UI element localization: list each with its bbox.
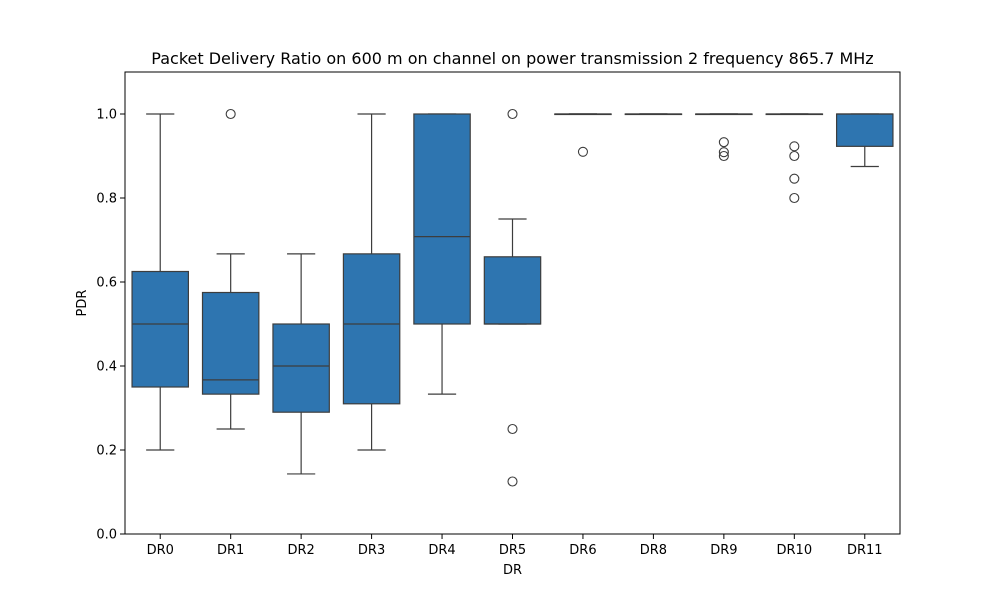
x-tick-label: DR9 bbox=[710, 543, 737, 558]
outlier-point bbox=[718, 150, 729, 162]
iqr-box bbox=[131, 270, 190, 388]
x-tick-label: DR11 bbox=[847, 543, 883, 558]
x-axis-label: DR bbox=[503, 563, 522, 578]
outlier-point bbox=[507, 476, 518, 487]
box-group-dr2 bbox=[272, 253, 330, 475]
iqr-box bbox=[835, 113, 894, 147]
outlier-point bbox=[718, 137, 729, 148]
x-tick-label: DR3 bbox=[358, 543, 385, 558]
box-group-dr8 bbox=[624, 113, 683, 116]
box-group-dr11 bbox=[835, 113, 894, 168]
x-tick-label: DR5 bbox=[499, 543, 526, 558]
x-tick-label: DR1 bbox=[217, 543, 244, 558]
box-group-dr3 bbox=[342, 113, 401, 451]
x-axis: DR0 DR1 DR2 DR3 DR4 DR5 DR6 DR8 DR9 DR10 DR11 bbox=[147, 534, 883, 558]
outlier-point bbox=[577, 146, 589, 157]
x-tick-label: DR6 bbox=[569, 543, 596, 558]
outlier-point bbox=[789, 192, 800, 204]
box-group-dr0 bbox=[131, 113, 190, 451]
x-tick-label: DR8 bbox=[640, 543, 667, 558]
outlier-point bbox=[718, 147, 729, 158]
y-tick-label: 0.6 bbox=[96, 276, 117, 291]
box-group-dr9 bbox=[695, 113, 753, 162]
x-tick-label: DR10 bbox=[777, 543, 813, 558]
box-group-dr1 bbox=[201, 108, 260, 430]
outlier-point bbox=[225, 108, 236, 120]
box-group-dr4 bbox=[413, 113, 471, 395]
plot-area-frame bbox=[124, 71, 901, 535]
x-tick-label: DR0 bbox=[147, 543, 174, 558]
outlier-point bbox=[507, 423, 518, 435]
y-axis: 0.0 0.2 0.4 0.6 0.8 1.0 bbox=[96, 108, 125, 543]
boxes-layer bbox=[131, 108, 894, 487]
x-tick-label: DR4 bbox=[428, 543, 455, 558]
iqr-box bbox=[272, 323, 330, 413]
iqr-box bbox=[483, 256, 542, 325]
iqr-box bbox=[342, 253, 401, 405]
iqr-box bbox=[201, 291, 260, 395]
outlier-point bbox=[789, 150, 800, 162]
y-tick-label: 1.0 bbox=[96, 108, 117, 123]
box-group-dr6 bbox=[554, 113, 612, 157]
outlier-point bbox=[789, 173, 800, 184]
iqr-box bbox=[413, 113, 471, 325]
y-tick-label: 0.8 bbox=[96, 192, 117, 207]
y-tick-label: 0.4 bbox=[96, 360, 117, 375]
y-tick-label: 0.2 bbox=[96, 444, 117, 459]
y-axis-label: PDR bbox=[75, 290, 90, 317]
outlier-point bbox=[789, 141, 800, 152]
x-tick-label: DR2 bbox=[287, 543, 314, 558]
chart-title: Packet Delivery Ratio on 600 m on channe… bbox=[151, 49, 873, 68]
outlier-point bbox=[507, 108, 518, 120]
box-group-dr10 bbox=[765, 113, 824, 204]
y-tick-label: 0.0 bbox=[96, 528, 117, 543]
box-group-dr5 bbox=[483, 108, 542, 487]
